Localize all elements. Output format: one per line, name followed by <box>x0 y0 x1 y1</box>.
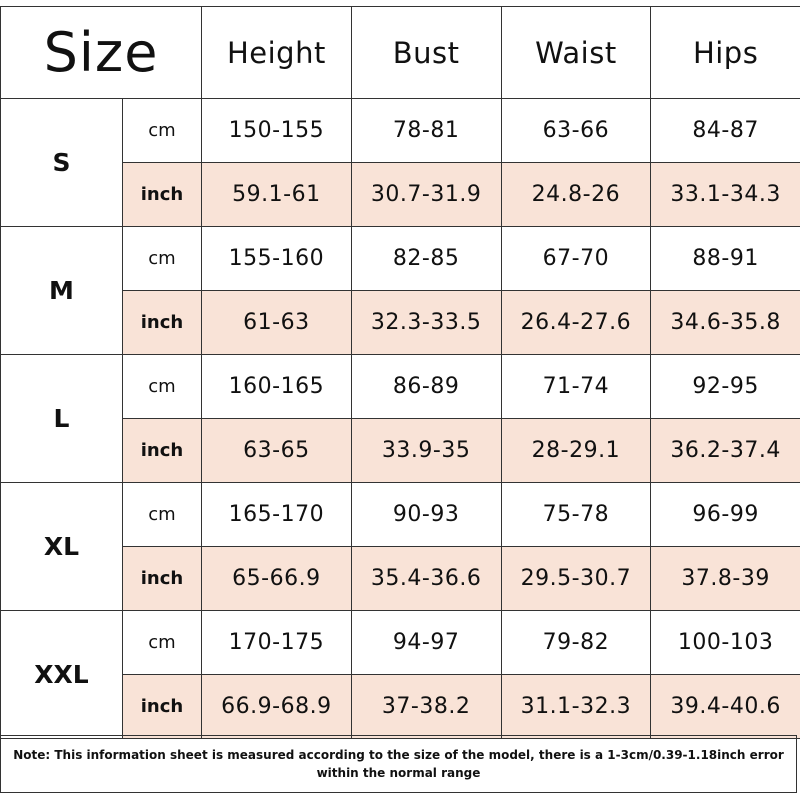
size-row-m-inch: inch 61-63 32.3-33.5 26.4-27.6 34.6-35.8 <box>1 290 800 355</box>
measurement-cell: 30.7-31.9 <box>350 162 502 227</box>
measurement-cell: 165-170 <box>201 482 352 547</box>
measurement-cell: 94-97 <box>350 610 502 675</box>
measurement-cell: 36.2-37.4 <box>650 418 800 483</box>
measurement-cell: 39.4-40.6 <box>650 674 800 739</box>
measurement-cell: 90-93 <box>350 482 502 547</box>
size-label: S <box>0 98 123 227</box>
unit-label: cm <box>121 482 203 547</box>
size-row-l-inch: inch 63-65 33.9-35 28-29.1 36.2-37.4 <box>1 418 800 483</box>
measurement-cell: 37-38.2 <box>350 674 502 739</box>
measurement-cell: 82-85 <box>350 226 502 291</box>
size-label: M <box>0 226 123 355</box>
measurement-cell: 59.1-61 <box>201 162 352 227</box>
unit-label: inch <box>121 162 203 227</box>
measurement-cell: 78-81 <box>350 98 502 163</box>
measurement-cell: 24.8-26 <box>500 162 652 227</box>
measurement-cell: 33.1-34.3 <box>650 162 800 227</box>
size-row-xl-cm: XL cm 165-170 90-93 75-78 96-99 <box>0 482 800 611</box>
measurement-cell: 29.5-30.7 <box>500 546 652 611</box>
unit-label: inch <box>121 418 203 483</box>
unit-label: cm <box>121 354 203 419</box>
measurement-cell: 33.9-35 <box>350 418 502 483</box>
size-header: Size <box>0 6 203 99</box>
size-row-xxl-inch: inch 66.9-68.9 37-38.2 31.1-32.3 39.4-40.6 <box>1 674 800 739</box>
measurement-cell: 170-175 <box>201 610 352 675</box>
column-header-height: Height <box>201 6 352 99</box>
measurement-cell: 32.3-33.5 <box>350 290 502 355</box>
measurement-cell: 71-74 <box>500 354 652 419</box>
measurement-cell: 96-99 <box>650 482 800 547</box>
measurement-cell: 155-160 <box>201 226 352 291</box>
measurement-cell: 61-63 <box>201 290 352 355</box>
measurement-cell: 34.6-35.8 <box>650 290 800 355</box>
measurement-cell: 67-70 <box>500 226 652 291</box>
unit-label: cm <box>121 98 203 163</box>
measurement-cell: 65-66.9 <box>201 546 352 611</box>
column-header-hips: Hips <box>650 6 800 99</box>
measurement-cell: 35.4-36.6 <box>350 546 502 611</box>
unit-label: cm <box>121 226 203 291</box>
size-row-s-inch: inch 59.1-61 30.7-31.9 24.8-26 33.1-34.3 <box>1 162 800 227</box>
measurement-cell: 79-82 <box>500 610 652 675</box>
measurement-cell: 66.9-68.9 <box>201 674 352 739</box>
measurement-cell: 26.4-27.6 <box>500 290 652 355</box>
size-label: L <box>0 354 123 483</box>
column-header-bust: Bust <box>350 6 502 99</box>
measurement-cell: 37.8-39 <box>650 546 800 611</box>
measurement-note: Note: This information sheet is measured… <box>0 735 797 793</box>
unit-label: inch <box>121 290 203 355</box>
measurement-cell: 100-103 <box>650 610 800 675</box>
column-header-waist: Waist <box>500 6 652 99</box>
header-row: Size Height Bust Waist Hips <box>0 6 800 99</box>
measurement-cell: 84-87 <box>650 98 800 163</box>
size-label: XL <box>0 482 123 611</box>
measurement-cell: 63-65 <box>201 418 352 483</box>
size-label: XXL <box>0 610 123 739</box>
size-row-xxl-cm: XXL cm 170-175 94-97 79-82 100-103 <box>0 610 800 739</box>
measurement-cell: 31.1-32.3 <box>500 674 652 739</box>
measurement-cell: 63-66 <box>500 98 652 163</box>
measurement-cell: 75-78 <box>500 482 652 547</box>
measurement-cell: 160-165 <box>201 354 352 419</box>
measurement-cell: 150-155 <box>201 98 352 163</box>
measurement-cell: 92-95 <box>650 354 800 419</box>
unit-label: inch <box>121 674 203 739</box>
unit-label: cm <box>121 610 203 675</box>
size-row-xl-inch: inch 65-66.9 35.4-36.6 29.5-30.7 37.8-39 <box>1 546 800 611</box>
measurement-cell: 86-89 <box>350 354 502 419</box>
unit-label: inch <box>121 546 203 611</box>
measurement-cell: 88-91 <box>650 226 800 291</box>
measurement-cell: 28-29.1 <box>500 418 652 483</box>
